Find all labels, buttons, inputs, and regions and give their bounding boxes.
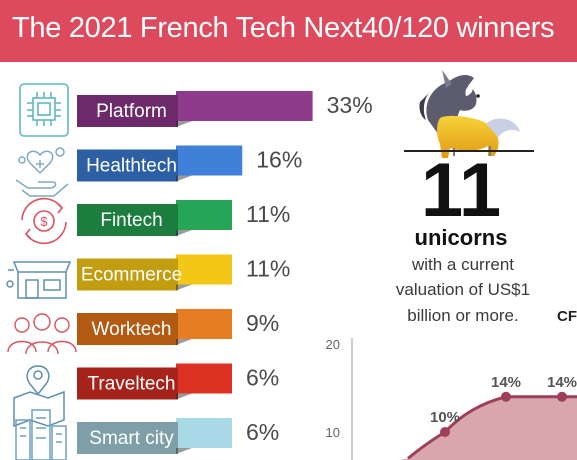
svg-text:$: $ [40, 214, 48, 229]
value-label-5: 6% [246, 365, 279, 391]
category-label-4: Worktech [92, 319, 172, 340]
bar-1 [176, 145, 243, 176]
chip-icon [19, 83, 69, 137]
category-label-box-6 [77, 422, 178, 454]
cropped-chart-title: CF [557, 308, 577, 325]
growth-area-chart: 20 10 10% 14% 14% [326, 337, 577, 460]
value-label-3: 11% [246, 256, 290, 282]
worktech-people-icon [7, 313, 77, 355]
bar-6 [176, 418, 232, 448]
area-point-1 [501, 391, 511, 402]
unicorn-caption-line-2: valuation of US$1 [396, 280, 530, 299]
category-label-box-3 [77, 258, 178, 291]
value-label-2: 11% [246, 201, 290, 227]
unicorn-caption-line-3: billion or more. [407, 306, 519, 325]
category-label-box-5 [77, 367, 178, 400]
area-point-label-1: 14% [491, 374, 521, 391]
label-fold-6 [176, 448, 192, 454]
category-label-1: Healthtech [86, 156, 177, 177]
label-fold-5 [176, 393, 192, 400]
category-label-5: Traveltech [88, 374, 176, 395]
unicorn-label: unicorns [415, 225, 508, 250]
category-label-box-4 [77, 313, 178, 345]
area-point-label-0: 10% [430, 409, 460, 426]
category-label-2: Fintech [100, 210, 162, 231]
value-label-0: 33% [327, 92, 373, 118]
bar-2 [176, 200, 232, 230]
label-fold-3 [176, 284, 192, 291]
bar-5 [176, 363, 232, 394]
ecommerce-store-icon [6, 261, 72, 299]
title-banner: The 2021 French Tech Next40/120 winners [0, 0, 577, 62]
value-label-6: 6% [246, 419, 279, 445]
category-label-0: Platform [96, 101, 167, 122]
category-label-box-2 [77, 204, 178, 236]
travel-map-pin-icon [13, 365, 65, 428]
area-point-label-2: 14% [547, 374, 577, 391]
category-label-box-0 [77, 95, 178, 127]
area-y-tick-1: 10 [326, 425, 340, 440]
value-label-1: 16% [256, 147, 302, 173]
unicorn-illustration [419, 70, 520, 158]
unicorn-count: 11 [421, 148, 501, 233]
value-label-4: 9% [246, 310, 279, 336]
label-fold-0 [176, 121, 192, 127]
label-fold-1 [176, 175, 192, 182]
area-y-tick-0: 20 [326, 337, 340, 352]
bar-4 [176, 309, 232, 339]
area-fill [400, 396, 577, 460]
fintech-cycle-icon: $ [21, 197, 67, 245]
label-fold-2 [176, 230, 192, 236]
health-hand-icon [15, 147, 69, 197]
category-label-3: Ecommerce [81, 265, 182, 286]
category-label-6: Smart city [89, 428, 174, 449]
smart-city-buildings-icon [15, 409, 67, 460]
category-label-box-1 [77, 149, 178, 182]
unicorn-caption-line-1: with a current [411, 255, 514, 274]
label-fold-4 [176, 339, 192, 345]
sector-bar-chart: Platform 33% Healthtech 16% Fintech 11% Ecomme… [77, 91, 373, 454]
area-point-2 [557, 391, 567, 402]
bar-0 [176, 91, 313, 121]
bar-3 [176, 254, 232, 285]
area-point-0 [440, 427, 450, 437]
page-title: The 2021 French Tech Next40/120 winners [12, 12, 555, 44]
